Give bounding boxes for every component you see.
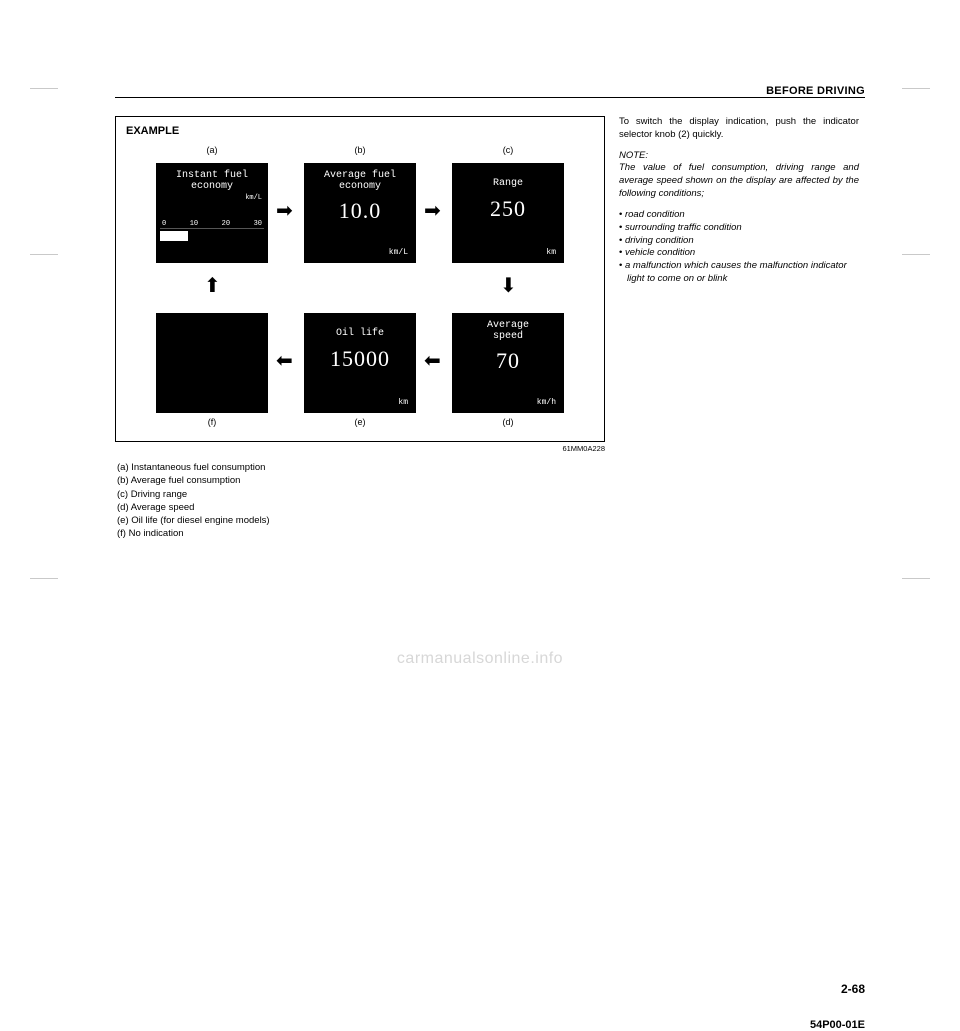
note-list-item: vehicle condition (619, 247, 859, 260)
arrow-left-icon: ⬅ (276, 351, 293, 371)
arrow-right-icon: ➡ (276, 201, 293, 221)
arrow-down-icon: ⬇ (500, 276, 517, 296)
example-label: EXAMPLE (126, 125, 594, 137)
screen-unit: km (546, 248, 556, 257)
title-line: speed (493, 331, 523, 342)
gauge-unit: km/L (156, 194, 268, 202)
crop-mark (30, 88, 58, 89)
title-line: Average (487, 320, 529, 331)
tick: 10 (190, 220, 198, 228)
note-list-item: road condition (619, 209, 859, 222)
callout-b: (b) (345, 145, 375, 155)
crop-mark (30, 578, 58, 579)
tick: 30 (254, 220, 262, 228)
tick: 0 (162, 220, 166, 228)
gauge-track (160, 228, 264, 229)
callout-a: (a) (197, 145, 227, 155)
legend-item: (f) No indication (117, 527, 605, 540)
arrow-left-icon: ⬅ (424, 351, 441, 371)
example-box: EXAMPLE (a) (b) (c) Instant fuel economy… (115, 116, 605, 442)
arrow-right-icon: ➡ (424, 201, 441, 221)
screen-value: 15000 (304, 346, 416, 372)
display-cycle-diagram: (a) (b) (c) Instant fuel economy km/L 0 … (126, 141, 591, 431)
title-line: Instant fuel (176, 170, 248, 181)
legend: (a) Instantaneous fuel consumption (b) A… (115, 461, 605, 541)
screen-oil-life: Oil life 15000 km (304, 313, 416, 413)
gauge-ticks: 0 10 20 30 (156, 220, 268, 228)
screen-range: Range 250 km (452, 163, 564, 263)
arrow-up-icon: ⬆ (204, 276, 221, 296)
screen-unit: km/h (537, 398, 556, 407)
content-columns: EXAMPLE (a) (b) (c) Instant fuel economy… (115, 116, 865, 541)
note-body: The value of fuel consumption, driving r… (619, 162, 859, 199)
title-line: economy (339, 181, 381, 192)
note-block: NOTE: The value of fuel consumption, dri… (619, 150, 859, 201)
screen-title: Oil life (304, 313, 416, 340)
left-column: EXAMPLE (a) (b) (c) Instant fuel economy… (115, 116, 605, 541)
note-list-item: a malfunction which causes the malfuncti… (619, 260, 859, 286)
screen-title: Average speed (452, 313, 564, 342)
watermark: carmanualsonline.info (0, 650, 960, 668)
screen-unit: km/L (389, 248, 408, 257)
page-number: 2-68 (841, 982, 865, 996)
note-heading: NOTE: (619, 150, 648, 161)
title-line: economy (191, 181, 233, 192)
screen-title: Instant fuel economy (156, 163, 268, 192)
figure-reference: 61MM0A228 (115, 444, 605, 453)
screen-instant-fuel: Instant fuel economy km/L 0 10 20 30 (156, 163, 268, 263)
note-list: road condition surrounding traffic condi… (619, 209, 859, 286)
legend-item: (d) Average speed (117, 501, 605, 514)
screen-unit: km (398, 398, 408, 407)
callout-f: (f) (197, 417, 227, 427)
crop-mark (902, 578, 930, 579)
body-paragraph: To switch the display indication, push t… (619, 116, 859, 142)
screen-value: 10.0 (304, 198, 416, 224)
screen-title: Average fuel economy (304, 163, 416, 192)
screen-blank (156, 313, 268, 413)
crop-mark (30, 254, 58, 255)
section-header: BEFORE DRIVING (115, 85, 865, 97)
note-list-item: surrounding traffic condition (619, 222, 859, 235)
header-rule (115, 97, 865, 98)
tick: 20 (222, 220, 230, 228)
page-container: BEFORE DRIVING EXAMPLE (a) (b) (c) Insta… (115, 85, 865, 541)
callout-e: (e) (345, 417, 375, 427)
document-id: 54P00-01E (810, 1019, 865, 1031)
gauge-bar (160, 231, 188, 241)
screen-title: Range (452, 163, 564, 190)
callout-d: (d) (493, 417, 523, 427)
screen-value: 70 (452, 348, 564, 374)
screen-avg-speed: Average speed 70 km/h (452, 313, 564, 413)
right-column: To switch the display indication, push t… (619, 116, 859, 541)
note-list-item: driving condition (619, 235, 859, 248)
callout-c: (c) (493, 145, 523, 155)
legend-item: (e) Oil life (for diesel engine models) (117, 514, 605, 527)
screen-value: 250 (452, 196, 564, 222)
crop-mark (902, 88, 930, 89)
legend-item: (a) Instantaneous fuel consumption (117, 461, 605, 474)
crop-mark (902, 254, 930, 255)
legend-item: (c) Driving range (117, 488, 605, 501)
screen-avg-fuel: Average fuel economy 10.0 km/L (304, 163, 416, 263)
legend-item: (b) Average fuel consumption (117, 474, 605, 487)
title-line: Average fuel (324, 170, 396, 181)
